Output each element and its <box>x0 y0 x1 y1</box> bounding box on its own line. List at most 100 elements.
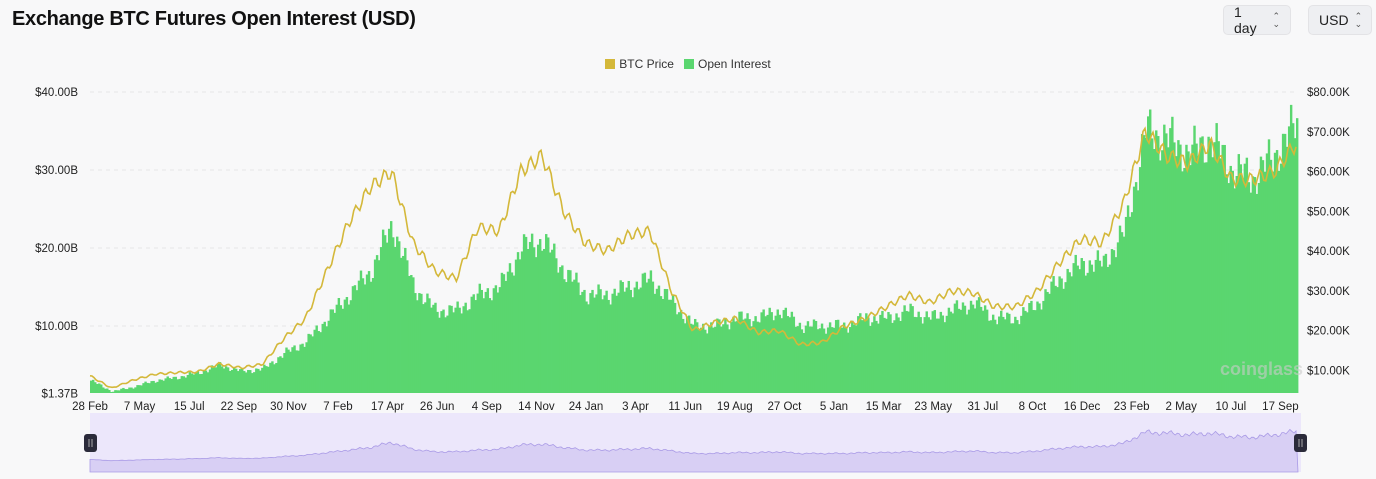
open-interest-bar <box>814 320 818 393</box>
open-interest-bar <box>1000 310 1003 393</box>
x-tick-label: 28 Feb <box>72 401 108 413</box>
open-interest-bar <box>1225 174 1228 393</box>
open-interest-bar <box>712 327 715 393</box>
legend-item-open-interest[interactable]: Open Interest <box>683 57 771 71</box>
open-interest-bar <box>788 317 792 393</box>
open-interest-bar <box>1026 312 1029 393</box>
open-interest-bar <box>440 311 443 393</box>
open-interest-bar <box>941 315 945 393</box>
open-interest-bar <box>1147 116 1150 393</box>
y-left-tick-label: $40.00B <box>35 87 78 99</box>
open-interest-bar <box>124 389 127 393</box>
open-interest-bar <box>150 381 153 393</box>
open-interest-bar <box>1209 138 1212 393</box>
open-interest-bar <box>1066 268 1069 393</box>
open-interest-bar <box>259 370 262 393</box>
interval-select[interactable]: 1 day ⌃ ⌄ <box>1223 4 1291 36</box>
open-interest-bar <box>832 327 836 393</box>
open-interest-bar <box>885 318 888 393</box>
open-interest-bar <box>398 241 401 393</box>
open-interest-bar <box>981 310 985 393</box>
open-interest-bar <box>212 366 216 393</box>
open-interest-bar <box>381 229 385 393</box>
open-interest-bar <box>617 292 620 393</box>
open-interest-bar <box>675 314 679 393</box>
navigator[interactable] <box>84 413 1307 473</box>
open-interest-bar <box>532 247 536 393</box>
open-interest-bar <box>935 318 939 393</box>
open-interest-bar <box>162 380 165 393</box>
open-interest-bar <box>385 242 389 393</box>
open-interest-bar <box>641 273 645 393</box>
open-interest-bar <box>651 281 655 393</box>
open-interest-bar <box>1084 275 1087 393</box>
open-interest-bar <box>1060 278 1063 393</box>
open-interest-bar <box>182 376 186 393</box>
open-interest-bar <box>1255 193 1259 393</box>
open-interest-bar <box>534 257 538 393</box>
open-interest-bar <box>953 303 957 393</box>
open-interest-bar <box>379 247 383 393</box>
open-interest-bar <box>653 293 657 393</box>
open-interest-bar <box>400 257 403 393</box>
x-tick-label: 26 Jun <box>420 401 455 413</box>
open-interest-bar <box>585 301 588 393</box>
y-left-tick-label: $30.00B <box>35 165 78 177</box>
open-interest-bar <box>768 307 771 393</box>
legend-item-btc-price[interactable]: BTC Price <box>605 57 674 71</box>
open-interest-bar <box>389 221 393 393</box>
open-interest-bar <box>226 367 230 393</box>
open-interest-bar <box>983 305 987 393</box>
open-interest-bar <box>871 322 874 393</box>
open-interest-bar <box>891 322 894 393</box>
open-interest-bar <box>1161 150 1164 393</box>
open-interest-bar <box>1211 157 1214 393</box>
open-interest-bar <box>685 316 689 393</box>
open-interest-bar <box>1287 126 1291 393</box>
open-interest-bar <box>1169 128 1172 393</box>
open-interest-bar <box>383 235 387 393</box>
open-interest-bar <box>228 371 232 393</box>
open-interest-bar <box>299 344 302 393</box>
open-interest-bar <box>1034 310 1037 393</box>
open-interest-bar <box>462 306 465 393</box>
open-interest-bar <box>430 307 433 393</box>
open-interest-bar <box>849 327 852 393</box>
open-interest-bar <box>967 309 971 393</box>
open-interest-bar <box>1157 136 1160 393</box>
navigator-handle-right[interactable] <box>1294 434 1307 452</box>
open-interest-bar <box>1086 272 1090 393</box>
open-interest-bar <box>1032 309 1035 393</box>
open-interest-bar <box>826 327 830 393</box>
open-interest-bar <box>810 326 814 393</box>
open-interest-bar <box>295 350 298 393</box>
open-interest-bar <box>704 329 707 393</box>
currency-select[interactable]: USD ⌃ ⌄ <box>1308 5 1372 35</box>
open-interest-bar <box>1265 153 1269 393</box>
open-interest-bar <box>599 289 602 393</box>
open-interest-bar <box>345 297 349 393</box>
open-interest-bar <box>1241 178 1245 393</box>
open-interest-bar <box>1193 125 1196 394</box>
open-interest-bar <box>406 260 409 393</box>
open-interest-bar <box>249 370 252 393</box>
open-interest-bar <box>917 311 920 393</box>
open-interest-bar <box>927 317 930 393</box>
open-interest-bar <box>629 289 632 393</box>
chart-legend: BTC Price Open Interest <box>0 57 1376 71</box>
open-interest-bar <box>349 300 353 393</box>
open-interest-bar <box>790 311 794 393</box>
open-interest-bar <box>567 269 570 393</box>
open-interest-bar <box>1199 137 1202 393</box>
navigator-handle-left[interactable] <box>84 434 97 452</box>
open-interest-bar <box>772 320 775 393</box>
open-interest-bar <box>971 304 975 393</box>
open-interest-bar <box>335 304 339 393</box>
open-interest-bar <box>110 392 113 393</box>
open-interest-bar <box>301 343 304 393</box>
open-interest-bar <box>923 317 926 393</box>
open-interest-bar <box>901 311 904 393</box>
legend-swatch <box>683 59 694 69</box>
open-interest-bar <box>1203 162 1206 393</box>
open-interest-bar <box>273 364 276 393</box>
